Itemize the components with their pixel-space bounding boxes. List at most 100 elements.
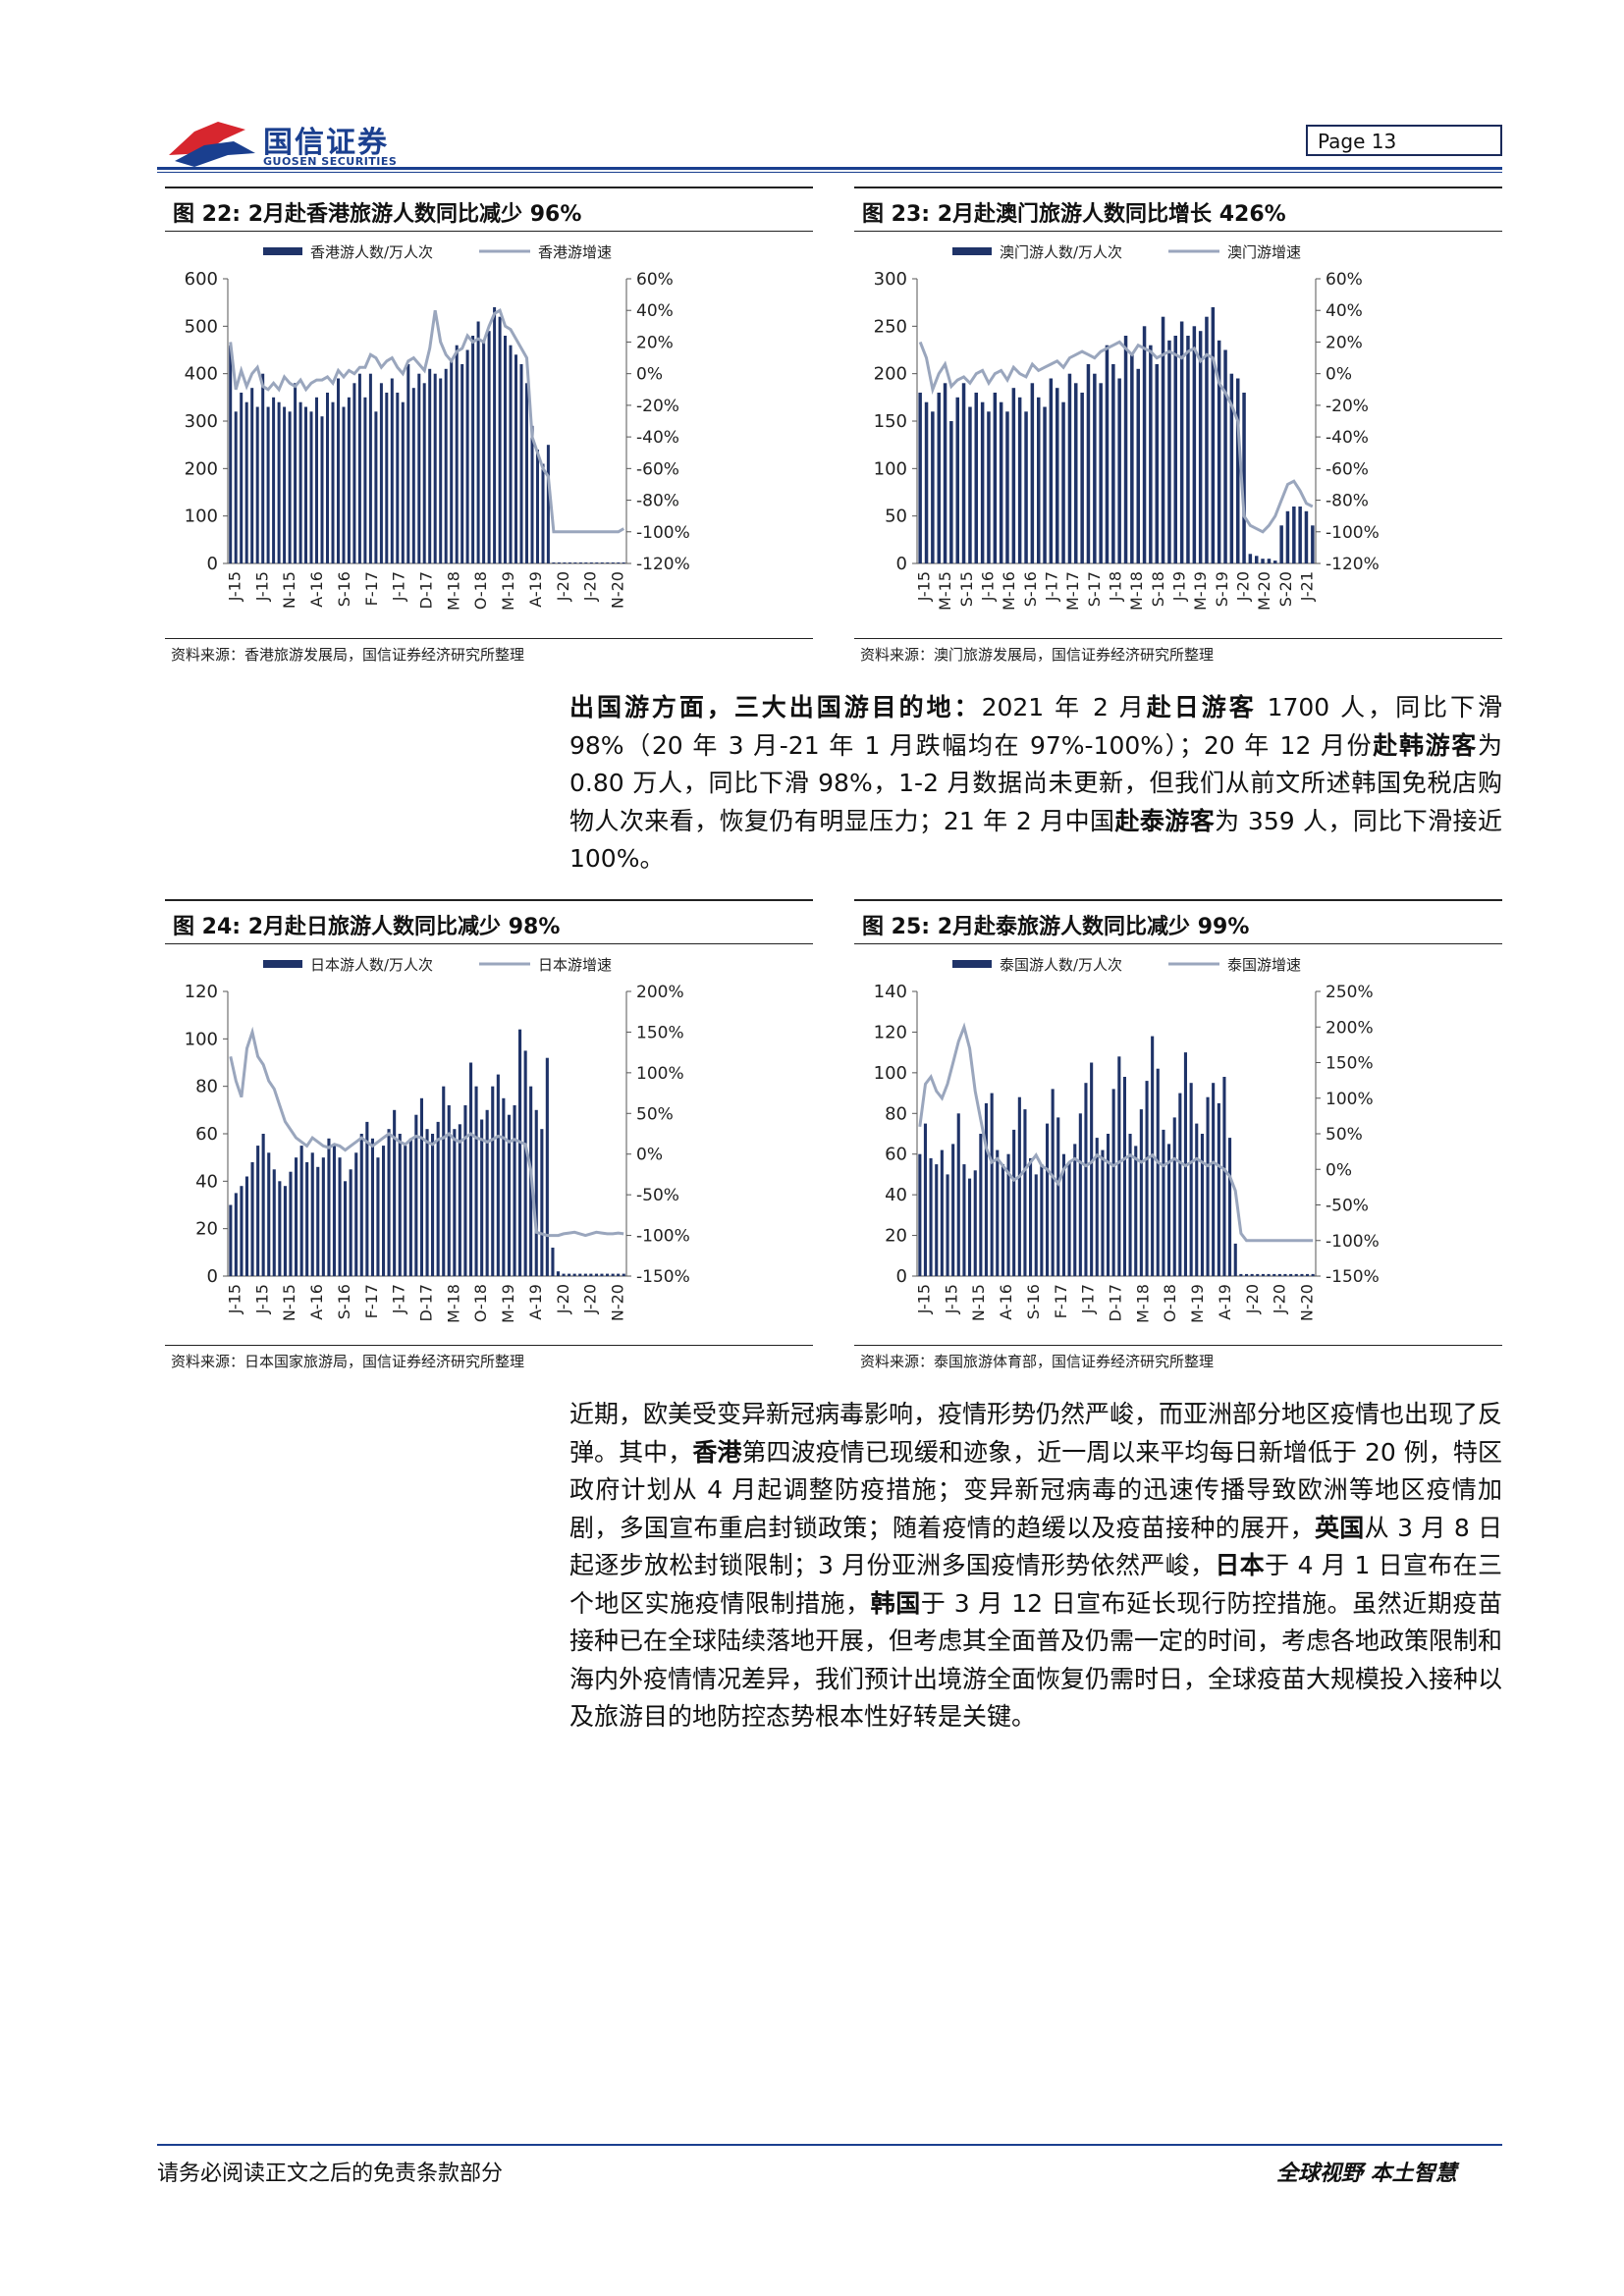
x-tick-label: J-15 (252, 571, 271, 602)
x-tick-label: J-15 (252, 1284, 271, 1314)
bar (425, 1129, 429, 1276)
bar (1173, 336, 1177, 563)
y2-tick-label: 100% (1326, 1090, 1374, 1109)
bar (453, 1129, 457, 1276)
bar (382, 1146, 386, 1276)
para-bold: 赴韩游客 (1373, 730, 1478, 760)
y2-tick-label: 150% (636, 1023, 684, 1042)
bar (1017, 397, 1022, 563)
bar (261, 373, 265, 563)
x-tick-label: J-20 (581, 571, 600, 602)
y2-tick-label: -100% (636, 1227, 690, 1247)
bar (962, 1164, 966, 1276)
bar (984, 1102, 988, 1276)
x-tick-label: M-19 (499, 571, 517, 611)
bar (1304, 510, 1309, 563)
y-tick-label: 0 (207, 554, 218, 574)
paragraph-epidemic-outlook: 近期，欧美受变异新冠病毒影响，疫情形势仍然严峻，而亚洲部分地区疫情也出现了反弹。… (569, 1396, 1502, 1736)
x-tick-label: J-21 (1298, 571, 1317, 602)
bar (374, 411, 378, 563)
bar (289, 1171, 293, 1276)
bar (562, 1273, 566, 1276)
bar (1023, 1109, 1027, 1276)
bar (1192, 326, 1197, 563)
bar (498, 316, 502, 563)
y2-tick-label: 40% (636, 301, 674, 321)
bar (272, 1169, 276, 1277)
bar (996, 1149, 1000, 1276)
bar (546, 445, 550, 563)
figure-title: 图 24: 2月赴日旅游人数同比减少 98% (165, 899, 813, 944)
bar (1228, 1138, 1232, 1276)
legend-line-label: 澳门游增速 (1227, 243, 1301, 261)
bar (1012, 1129, 1016, 1276)
bar (956, 1113, 960, 1276)
y2-tick-label: 150% (1326, 1054, 1374, 1074)
y-tick-label: 100 (185, 1029, 218, 1049)
x-tick-label: J-17 (390, 571, 408, 602)
bar (1179, 321, 1184, 563)
bar (326, 393, 329, 563)
y2-tick-label: 100% (636, 1064, 684, 1084)
bar (344, 1181, 348, 1276)
bar (617, 562, 621, 563)
bar (469, 1062, 473, 1276)
bar (1250, 1273, 1254, 1276)
bar (1040, 1164, 1044, 1276)
bar (255, 406, 259, 563)
x-tick-label: D-17 (1107, 1284, 1125, 1321)
bar (509, 345, 513, 563)
bar (266, 406, 270, 563)
legend-bar-swatch (952, 247, 992, 255)
bar (316, 1166, 320, 1276)
y2-tick-label: -80% (636, 492, 679, 511)
figure-title: 图 23: 2月赴澳门旅游人数同比增长 426% (854, 187, 1502, 232)
bar (622, 1273, 625, 1276)
bar (1229, 373, 1234, 563)
x-tick-label: J-17 (1079, 1284, 1098, 1314)
bar (1155, 364, 1159, 563)
y2-tick-label: -100% (1326, 523, 1380, 543)
legend-bar-label: 香港游人数/万人次 (310, 243, 433, 261)
header-divider-thin (157, 172, 1502, 173)
bar (1136, 368, 1140, 563)
bar (1128, 1134, 1132, 1276)
bar (1273, 561, 1277, 563)
x-tick-label: N-15 (280, 1284, 298, 1321)
bar (463, 1105, 467, 1276)
bar (349, 1169, 352, 1277)
x-tick-label: J-18 (1107, 571, 1125, 602)
x-tick-label: S-18 (1149, 571, 1167, 607)
bar (606, 1273, 610, 1276)
bar (584, 562, 588, 563)
x-tick-label: M-19 (1191, 571, 1210, 611)
bar (1156, 1068, 1160, 1276)
company-name-en: GUOSEN SECURITIES (263, 155, 398, 168)
y2-tick-label: -60% (636, 459, 679, 479)
para-text: 为 0.80 万人，同比下滑 98%，1-2 月数据尚未更新，但我们从前文所述韩… (569, 730, 1502, 835)
bar (476, 321, 480, 563)
x-tick-label: D-17 (417, 1284, 436, 1321)
bar (545, 1057, 549, 1276)
bar (482, 340, 486, 563)
y2-tick-label: 50% (636, 1104, 674, 1124)
y-tick-label: 80 (885, 1103, 907, 1124)
bar (589, 1273, 593, 1276)
x-tick-label: N-20 (609, 1284, 627, 1321)
y2-tick-label: 20% (636, 333, 674, 352)
bar (923, 1123, 927, 1276)
bar (1198, 331, 1203, 563)
bar (1195, 1123, 1199, 1276)
y2-tick-label: -60% (1326, 459, 1369, 479)
bar (496, 1074, 500, 1276)
bar (1212, 1083, 1216, 1276)
bar (1217, 1102, 1220, 1276)
bar (304, 406, 307, 563)
bar (1084, 1083, 1088, 1276)
bar (444, 368, 448, 563)
y2-tick-label: -100% (636, 523, 690, 543)
bar (1024, 411, 1028, 563)
bar (955, 397, 959, 563)
para-bold: 英国 (1314, 1513, 1365, 1542)
para-bold: 日本 (1215, 1551, 1265, 1579)
